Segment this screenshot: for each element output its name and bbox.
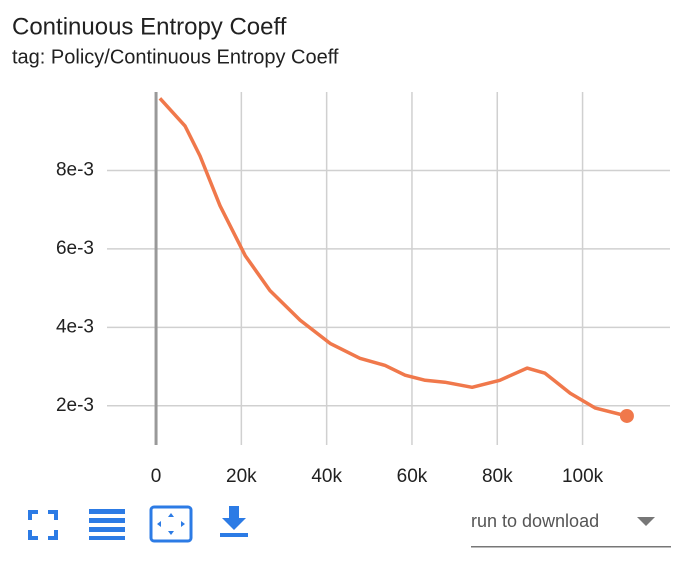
y-tick-label: 8e-3 (56, 159, 94, 180)
fit-domain-button[interactable] (149, 505, 193, 543)
x-tick-label: 60k (397, 466, 428, 487)
x-tick-label: 40k (311, 466, 342, 487)
y-tick-label: 2e-3 (56, 395, 94, 416)
download-button[interactable] (220, 506, 248, 537)
run-dropdown[interactable]: run to download (471, 511, 671, 548)
plot: 2e-3 4e-3 6e-3 8e-3 0 20k 40k 60k 80k 100k (56, 92, 670, 487)
line-series (158, 97, 628, 418)
x-tick-label: 80k (482, 466, 513, 487)
chart-title: Continuous Entropy Coeff (12, 13, 287, 40)
x-tick-label: 100k (562, 466, 604, 487)
x-tick-label: 20k (226, 466, 257, 487)
x-tick-label: 0 (151, 466, 162, 487)
dropdown-label: run to download (471, 511, 599, 531)
y-tick-label: 4e-3 (56, 316, 94, 337)
toggle-log-button[interactable] (89, 509, 125, 540)
last-point (619, 408, 634, 423)
fullscreen-button[interactable] (28, 510, 58, 540)
chart-subtitle: tag: Policy/Continuous Entropy Coeff (12, 46, 339, 68)
y-tick-label: 6e-3 (56, 238, 94, 259)
